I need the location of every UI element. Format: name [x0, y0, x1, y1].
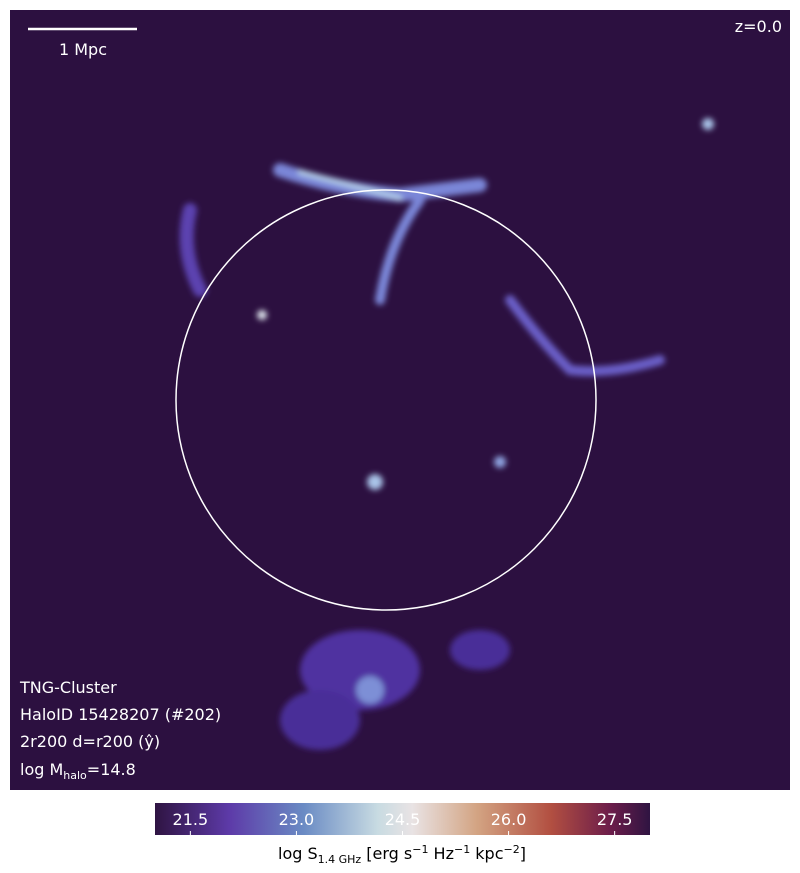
- colorbar-tick-label: 23.0: [279, 810, 315, 829]
- colorbar-label: log S1.4 GHz [erg s−1 Hz−1 kpc−2]: [278, 843, 526, 866]
- colorbar: [155, 803, 650, 835]
- scale-label: 1 Mpc: [59, 40, 107, 59]
- colorbar-tick-label: 21.5: [173, 810, 209, 829]
- emission-structures: [179, 118, 714, 750]
- colorbar-tick-label: 26.0: [491, 810, 527, 829]
- r200-circle: [175, 189, 597, 611]
- halo-id: HaloID 15428207 (#202): [20, 705, 221, 724]
- colorbar-tick-label: 24.5: [385, 810, 421, 829]
- projection: 2r200 d=r200 (ŷ): [20, 732, 160, 751]
- halo-mass: log Mhalo=14.8: [20, 760, 136, 782]
- colorbar-tick-label: 27.5: [597, 810, 633, 829]
- redshift: z=0.0: [735, 17, 782, 36]
- simulation: TNG-Cluster: [19, 678, 117, 697]
